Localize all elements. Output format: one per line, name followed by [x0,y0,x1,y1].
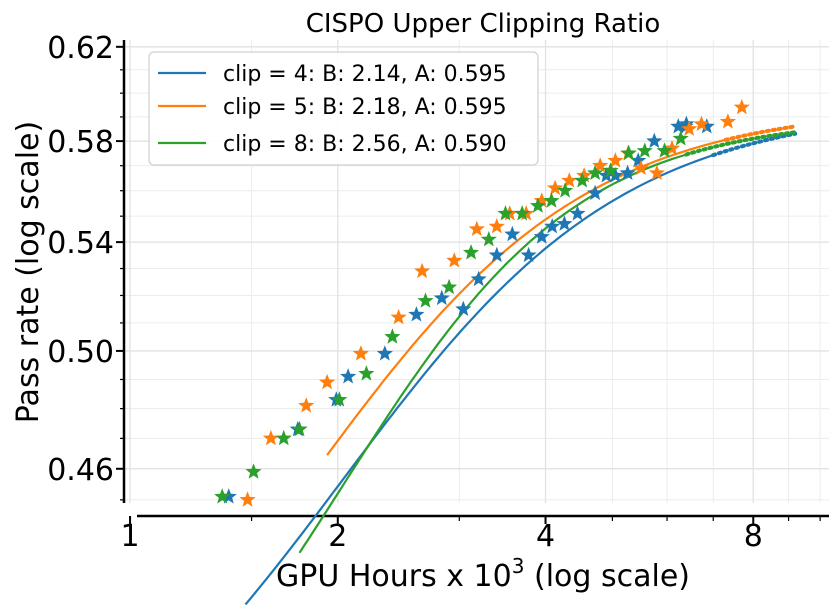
data-point-series-2 [245,463,262,479]
data-point-series-1 [693,115,710,131]
data-point-series-2 [557,182,574,198]
data-point-series-1 [262,429,279,446]
tick-label-x: 1 [121,519,140,554]
tick-label-y: 0.54 [47,226,114,261]
tick-label-y: 0.50 [47,335,114,370]
legend: clip = 4: B: 2.14, A: 0.595 clip = 5: B:… [148,51,539,166]
data-point-series-1 [390,308,407,325]
data-point-series-2 [602,162,619,178]
data-point-series-2 [384,328,401,344]
fit-curve-0 [244,154,714,606]
data-point-series-0 [598,167,615,183]
data-points [214,98,750,507]
x-axis-label: GPU Hours x 103 (log scale) [276,554,690,594]
data-point-series-2 [291,420,308,437]
data-point-series-1 [468,220,485,236]
data-point-series-2 [543,192,560,208]
data-point-series-1 [632,159,650,175]
data-point-series-1 [663,139,681,156]
data-point-series-2 [636,142,653,158]
legend-label-clip4: clip = 4: B: 2.14, A: 0.595 [223,62,507,87]
data-point-series-0 [533,228,550,244]
fit-curve-2 [298,153,687,554]
data-point-series-1 [547,179,564,196]
data-point-series-0 [340,368,357,384]
fit-extrapolation-2 [684,130,798,157]
data-point-series-0 [556,215,573,231]
data-point-series-1 [648,164,665,180]
data-point-series-2 [358,365,375,381]
data-point-series-1 [681,120,698,136]
data-point-series-2 [587,164,604,180]
tick-label-x: 2 [328,519,347,554]
data-point-series-0 [607,167,624,183]
legend-label-clip8: clip = 8: B: 2.56, A: 0.590 [223,132,507,157]
data-point-series-1 [576,167,593,183]
fit-extrapolation-1 [723,124,798,142]
data-point-series-1 [607,152,624,168]
data-point-series-0 [220,488,237,504]
data-point-series-1 [592,157,609,173]
legend-frame [148,51,539,166]
data-point-series-2 [529,197,546,213]
data-point-series-0 [433,289,450,306]
tick-label-x: 4 [536,519,555,554]
data-point-series-0 [619,164,636,180]
data-point-series-1 [719,113,736,129]
data-point-series-1 [414,262,431,279]
data-point-series-0 [587,184,604,201]
data-point-series-2 [574,172,591,188]
data-point-series-2 [214,488,231,504]
tick-label-x: 8 [744,519,763,554]
data-point-series-0 [646,132,663,148]
data-point-series-1 [352,345,369,361]
data-point-series-0 [470,270,487,287]
ticks: 0.46 0.50 0.54 0.58 0.62 1 2 4 8 [47,31,821,554]
data-point-series-1 [446,252,463,268]
data-point-series-2 [656,142,673,158]
data-point-series-0 [520,246,537,263]
data-point-series-2 [672,130,689,146]
fit-extrapolation-0 [711,131,798,158]
data-point-series-0 [408,306,425,322]
data-point-series-2 [331,391,348,407]
data-point-series-0 [698,118,715,134]
tick-label-y: 0.58 [47,125,114,160]
data-point-series-2 [497,205,514,221]
data-point-series-2 [275,429,292,446]
data-point-series-0 [544,218,561,234]
data-point-series-2 [463,244,480,260]
data-point-series-1 [561,172,578,188]
data-point-series-0 [455,300,472,316]
data-point-series-1 [239,491,256,507]
y-axis-label: Pass rate (log scale) [11,121,46,423]
fit-curves [244,124,798,606]
data-point-series-1 [488,218,505,234]
tick-label-y: 0.46 [47,453,114,488]
data-point-series-0 [630,152,647,168]
data-point-series-0 [504,225,521,242]
data-point-series-2 [417,292,434,308]
data-point-series-0 [488,246,505,263]
data-point-series-1 [733,98,750,115]
data-point-series-2 [480,231,497,247]
data-point-series-2 [441,278,458,295]
fit-curve-1 [326,138,727,456]
tick-label-y: 0.62 [47,31,114,66]
data-point-series-1 [319,373,336,390]
data-point-series-2 [620,144,637,161]
data-point-series-0 [376,345,393,361]
data-point-series-0 [569,205,586,221]
chart-title: CISPO Upper Clipping Ratio [306,9,661,39]
data-point-series-2 [514,205,531,221]
data-point-series-1 [533,192,550,208]
legend-label-clip5: clip = 5: B: 2.18, A: 0.595 [223,95,507,120]
data-point-series-0 [678,115,695,131]
data-point-series-1 [298,397,315,413]
data-point-series-0 [670,118,687,134]
